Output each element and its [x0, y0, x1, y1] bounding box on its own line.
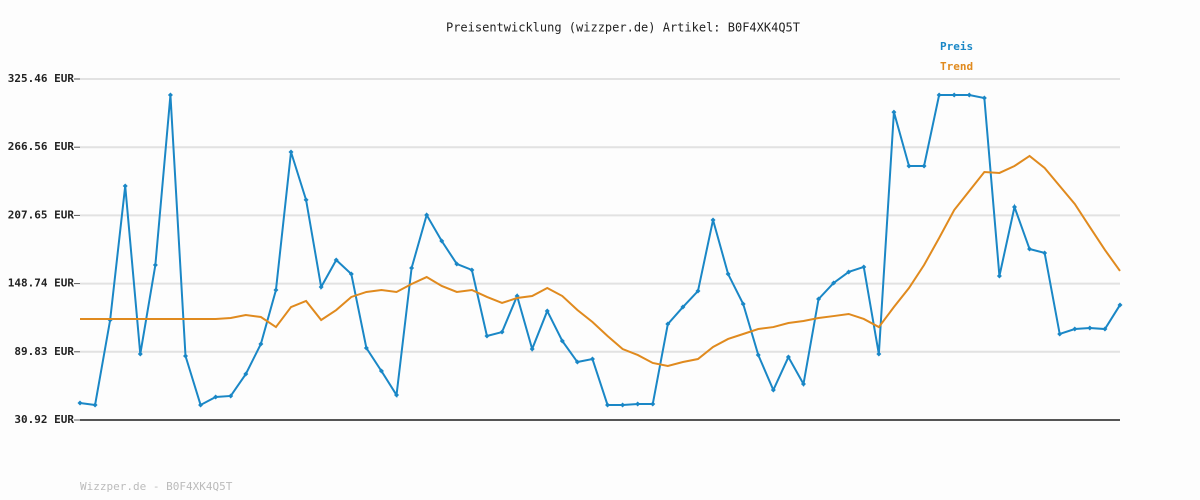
- point: [981, 95, 987, 101]
- point: [363, 345, 369, 351]
- point: [544, 308, 550, 314]
- point: [1102, 326, 1108, 332]
- point: [288, 149, 294, 155]
- point: [589, 356, 595, 362]
- y-tick-label: 30.92 EUR: [14, 413, 74, 426]
- point: [273, 287, 279, 293]
- footer: Wizzper.de - B0F4XK4Q5T: [80, 480, 233, 493]
- point: [1072, 326, 1078, 332]
- chart-title: Preisentwicklung (wizzper.de) Artikel: B…: [446, 21, 800, 35]
- point: [891, 109, 897, 115]
- point: [861, 264, 867, 270]
- point: [710, 217, 716, 223]
- point: [303, 197, 309, 203]
- point: [1087, 325, 1093, 331]
- point: [183, 353, 189, 359]
- point: [394, 392, 400, 398]
- point: [740, 301, 746, 307]
- point: [122, 183, 128, 189]
- point: [258, 341, 264, 347]
- point: [755, 352, 761, 358]
- point: [499, 329, 505, 335]
- point: [152, 262, 158, 268]
- point: [906, 163, 912, 169]
- point: [951, 92, 957, 98]
- y-tick-label: 266.56 EUR: [8, 140, 75, 153]
- point: [409, 265, 415, 271]
- point: [1057, 331, 1063, 337]
- point: [243, 371, 249, 377]
- point: [469, 267, 475, 273]
- y-tick-label: 89.83 EUR: [14, 345, 74, 358]
- point: [936, 92, 942, 98]
- point: [198, 402, 204, 408]
- point: [846, 269, 852, 275]
- point: [348, 271, 354, 277]
- point: [785, 354, 791, 360]
- point: [529, 346, 535, 352]
- point: [424, 212, 430, 218]
- point: [484, 333, 490, 339]
- point: [454, 261, 460, 267]
- point: [318, 284, 324, 290]
- point: [620, 402, 626, 408]
- point: [816, 296, 822, 302]
- point: [439, 238, 445, 244]
- point: [137, 351, 143, 357]
- point: [635, 401, 641, 407]
- point: [167, 92, 173, 98]
- point: [1117, 302, 1123, 308]
- point: [378, 368, 384, 374]
- point: [665, 321, 671, 327]
- point: [333, 257, 339, 263]
- point: [1011, 204, 1017, 210]
- series-line: [79, 94, 1121, 407]
- point: [921, 163, 927, 169]
- point: [228, 393, 234, 399]
- point: [559, 338, 565, 344]
- point: [574, 359, 580, 365]
- y-tick-label: 148.74 EUR: [8, 277, 75, 290]
- point: [77, 400, 83, 406]
- point: [966, 92, 972, 98]
- point: [213, 394, 219, 400]
- point: [1027, 246, 1033, 252]
- point: [996, 273, 1002, 279]
- point: [650, 401, 656, 407]
- point: [831, 280, 837, 286]
- point: [92, 402, 98, 408]
- point: [725, 271, 731, 277]
- y-tick-label: 325.46 EUR: [8, 72, 75, 85]
- point: [876, 351, 882, 357]
- series-line: [80, 154, 1121, 367]
- legend-label: Preis: [940, 40, 973, 53]
- y-tick-label: 207.65 EUR: [8, 208, 75, 221]
- point: [800, 381, 806, 387]
- point: [605, 402, 611, 408]
- legend-label: Trend: [940, 60, 973, 73]
- point: [770, 387, 776, 393]
- point: [695, 288, 701, 294]
- point: [680, 304, 686, 310]
- point: [1042, 250, 1048, 256]
